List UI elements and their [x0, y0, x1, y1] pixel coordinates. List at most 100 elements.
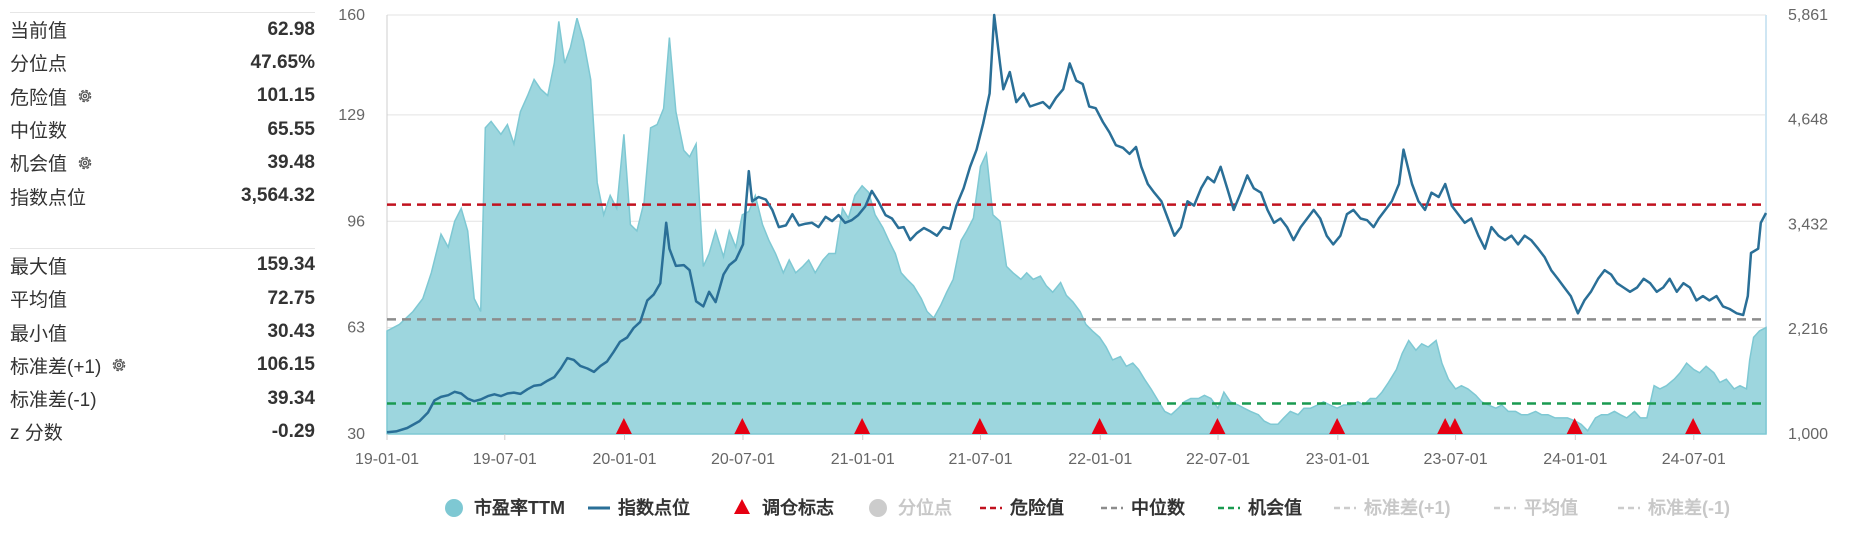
stats-group-summary: 最大值 159.34 平均值 72.75 最小值 30.43 标准差(+1) 106.15 标准… — [10, 247, 315, 449]
legend-circle-icon — [445, 499, 463, 517]
legend-item[interactable]: 危险值 — [980, 497, 1064, 518]
gear-icon[interactable] — [76, 154, 94, 172]
stat-row: 当前值 62.98 — [10, 13, 315, 46]
rebalance-marker — [734, 418, 751, 434]
legend-item[interactable]: 中位数 — [1101, 497, 1186, 518]
y-right-tick-label: 5,861 — [1788, 7, 1828, 24]
stat-label: 标准差(-1) — [10, 385, 97, 412]
rebalance-markers — [615, 418, 1702, 434]
rebalance-marker — [1209, 418, 1226, 434]
legend-label: 中位数 — [1131, 497, 1186, 518]
stat-row: 分位点 47.65% — [10, 46, 315, 79]
stats-group-current: 当前值 62.98 分位点 47.65% 危险值 101.15 中位数 65.55 机会值 39.… — [10, 12, 315, 213]
stat-row: 中位数 65.55 — [10, 113, 315, 146]
x-tick-label: 20-01-01 — [593, 451, 657, 468]
x-tick-label: 19-07-01 — [473, 451, 537, 468]
legend-label: 分位点 — [898, 497, 952, 518]
legend-item[interactable]: 调仓标志 — [734, 497, 834, 518]
x-tick-label: 23-07-01 — [1424, 451, 1488, 468]
stat-label: 最大值 — [10, 252, 67, 279]
legend-label: 标准差(-1) — [1647, 497, 1730, 518]
x-tick-label: 24-01-01 — [1543, 451, 1607, 468]
stat-label-text: 最小值 — [10, 323, 68, 345]
x-tick-label: 22-01-01 — [1068, 451, 1132, 468]
legend-item[interactable]: 市盈率TTM — [445, 497, 565, 518]
rebalance-marker — [1329, 418, 1346, 434]
stat-value: 39.48 — [267, 151, 315, 173]
stat-label-text: 指数点位 — [10, 187, 87, 209]
legend-label: 指数点位 — [618, 497, 690, 518]
stat-value: 62.98 — [267, 18, 315, 40]
stat-value: 101.15 — [256, 85, 315, 107]
y-left-tick-label: 160 — [338, 7, 365, 24]
y-left-tick-label: 96 — [347, 213, 365, 230]
gear-icon[interactable] — [76, 87, 94, 105]
stat-label: 危险值 — [10, 83, 94, 110]
stat-row: 指数点位 3,564.32 — [10, 179, 315, 212]
stat-row: 标准差(+1) 106.15 — [10, 349, 315, 382]
rebalance-marker — [971, 418, 988, 434]
x-tick-label: 21-07-01 — [948, 451, 1012, 468]
legend-item[interactable]: 标准差(+1) — [1334, 497, 1451, 518]
stat-label-text: 平均值 — [10, 290, 68, 312]
stat-value: 47.65% — [250, 51, 315, 73]
reference-lines — [387, 203, 1766, 405]
gear-icon[interactable] — [110, 356, 128, 374]
stat-label-text: 当前值 — [10, 21, 68, 43]
stat-value: 3,564.32 — [241, 185, 315, 207]
chart-legend: 市盈率TTM 指数点位 调仓标志 分位点 危险值 中位数 机会值 标准差(+1) 平均值 标准差(… — [445, 497, 1730, 518]
stat-row: 平均值 72.75 — [10, 282, 315, 315]
legend-item[interactable]: 平均值 — [1494, 497, 1578, 518]
stat-row: 最大值 159.34 — [10, 249, 315, 282]
stat-value: -0.29 — [271, 420, 315, 442]
rebalance-marker — [615, 418, 632, 434]
stat-row: 危险值 101.15 — [10, 80, 315, 113]
legend-item[interactable]: 指数点位 — [588, 497, 690, 518]
y-right-tick-label: 1,000 — [1788, 426, 1828, 443]
stat-value: 106.15 — [256, 354, 315, 376]
rebalance-marker — [1091, 418, 1108, 434]
legend-item[interactable]: 机会值 — [1218, 497, 1302, 518]
stat-row: z 分数 -0.29 — [10, 415, 315, 448]
legend-circle-icon — [869, 499, 887, 517]
legend-label: 危险值 — [1009, 497, 1064, 518]
stat-row: 标准差(-1) 39.34 — [10, 382, 315, 415]
legend-label: 调仓标志 — [762, 497, 834, 518]
x-tick-label: 24-07-01 — [1662, 451, 1726, 468]
stat-row: 机会值 39.48 — [10, 146, 315, 179]
stat-label: 指数点位 — [10, 183, 86, 210]
legend-label: 市盈率TTM — [474, 497, 565, 518]
x-tick-label: 19-01-01 — [355, 451, 419, 468]
x-tick-label: 21-01-01 — [831, 451, 895, 468]
stat-value: 65.55 — [267, 118, 315, 140]
stat-label-text: z 分数 — [10, 423, 63, 445]
stats-panel: 当前值 62.98 分位点 47.65% 危险值 101.15 中位数 65.55 机会值 39.… — [10, 12, 315, 449]
x-tick-label: 20-07-01 — [711, 451, 775, 468]
legend-item[interactable]: 分位点 — [869, 497, 952, 518]
stat-label-text: 危险值 — [10, 87, 68, 109]
stat-label: 当前值 — [10, 16, 67, 43]
y-right-tick-label: 2,216 — [1788, 321, 1828, 338]
stat-label-text: 中位数 — [10, 121, 68, 143]
stat-label-text: 最大值 — [10, 256, 68, 278]
rebalance-marker — [1566, 418, 1583, 434]
stat-value: 39.34 — [267, 387, 315, 409]
y-left-tick-label: 63 — [347, 320, 365, 337]
rebalance-marker — [854, 418, 871, 434]
stat-label: 最小值 — [10, 319, 67, 346]
stat-value: 30.43 — [267, 321, 315, 343]
legend-item[interactable]: 标准差(-1) — [1618, 497, 1730, 518]
stat-value: 159.34 — [256, 254, 315, 276]
stat-label: 分位点 — [10, 49, 67, 76]
stat-label: 平均值 — [10, 285, 67, 312]
x-tick-label: 22-07-01 — [1186, 451, 1250, 468]
legend-triangle-icon — [734, 499, 750, 514]
legend-label: 标准差(+1) — [1363, 497, 1451, 518]
rebalance-marker — [1446, 418, 1463, 434]
stat-label: z 分数 — [10, 418, 63, 445]
y-left-tick-label: 30 — [347, 426, 365, 443]
legend-label: 平均值 — [1524, 497, 1578, 518]
stat-label: 中位数 — [10, 116, 67, 143]
legend-label: 机会值 — [1248, 497, 1302, 518]
